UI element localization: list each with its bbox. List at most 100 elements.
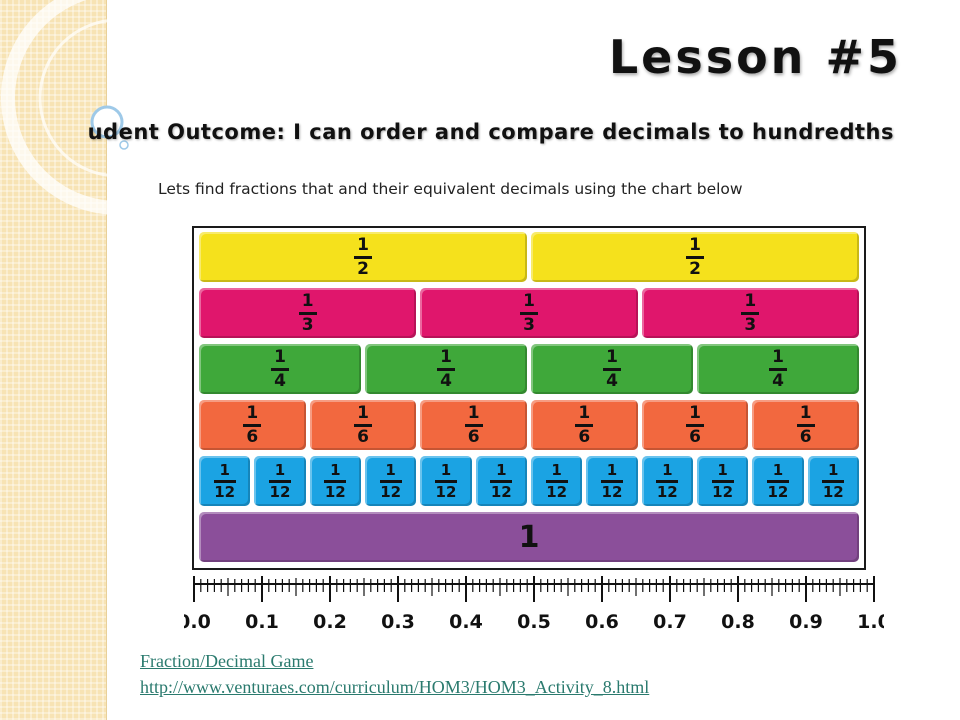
whole-label: 1 xyxy=(518,519,540,555)
ruler-tick-label: 0.5 xyxy=(517,611,551,633)
fraction-bar-line xyxy=(545,479,568,483)
fraction-piece: 1 12 xyxy=(420,456,472,506)
fraction-numerator: 1 xyxy=(717,460,728,479)
fraction-numerator: 1 xyxy=(689,402,701,423)
fraction-decimal-game-link[interactable]: Fraction/Decimal Game xyxy=(140,651,314,671)
fraction-denominator: 12 xyxy=(601,482,623,501)
fraction-denominator: 6 xyxy=(467,426,480,447)
fraction-label: 1 12 xyxy=(766,462,789,500)
fraction-denominator: 12 xyxy=(435,482,457,501)
student-outcome-heading: udent Outcome: I can order and compare d… xyxy=(87,120,894,144)
fraction-bar-line xyxy=(741,311,760,315)
fraction-bar-line xyxy=(519,311,538,315)
ruler-tick-label: 0.2 xyxy=(313,611,347,633)
ruler-tick-label: 0.3 xyxy=(381,611,415,633)
ruler-tick-label: 0.6 xyxy=(585,611,619,633)
fraction-denominator: 12 xyxy=(490,482,512,501)
fraction-label: 1 12 xyxy=(822,460,845,501)
links-block: Fraction/Decimal Game http://www.ventura… xyxy=(140,648,649,700)
fraction-bar-line xyxy=(766,479,789,483)
fraction-denominator: 12 xyxy=(214,482,236,501)
fraction-piece: 1 12 xyxy=(254,456,306,506)
fraction-bar-line xyxy=(243,423,262,427)
fraction-bar-line xyxy=(437,367,455,371)
fraction-label: 1 12 xyxy=(324,462,347,500)
fraction-denominator: 2 xyxy=(689,258,701,279)
fraction-bar-line xyxy=(354,423,372,427)
fraction-piece: 1 12 xyxy=(309,456,361,506)
fraction-bar-line xyxy=(769,367,787,371)
fraction-label: 1 12 xyxy=(656,462,679,500)
fraction-label: 1 12 xyxy=(545,460,568,501)
fraction-denominator: 12 xyxy=(546,482,568,501)
fraction-numerator: 1 xyxy=(799,402,812,423)
fraction-row-12ths: 1 12 1 12 1 12 1 12 1 12 1 12 1 12 1 12 1 12 1 12 1 12 1 12 xyxy=(197,456,861,506)
fraction-bar-chart: 1 2 1 2 1 3 1 3 1 3 1 4 1 4 1 4 1 4 1 6 1 6 1 6 1 6 1 6 1 6 1 12 1 12 1 12 1… xyxy=(192,226,866,570)
fraction-bar-line xyxy=(464,423,483,427)
fraction-piece: 1 12 xyxy=(752,456,804,506)
fraction-denominator: 12 xyxy=(712,482,734,501)
fraction-piece: 1 12 xyxy=(696,456,749,506)
fraction-denominator: 12 xyxy=(822,482,844,501)
fraction-numerator: 1 xyxy=(357,234,369,255)
fraction-numerator: 1 xyxy=(440,346,452,367)
fraction-bar-line xyxy=(379,479,402,483)
fraction-denominator: 6 xyxy=(357,426,369,447)
fraction-piece: 1 12 xyxy=(586,456,638,506)
fraction-bar-line xyxy=(324,479,347,483)
fraction-bar-line xyxy=(213,479,236,483)
ruler-tick-label: 0.4 xyxy=(449,611,483,633)
fraction-piece: 1 12 xyxy=(475,456,527,506)
fraction-bar-line xyxy=(271,367,289,371)
activity-url-link[interactable]: http://www.venturaes.com/curriculum/HOM3… xyxy=(140,677,650,697)
fraction-numerator: 1 xyxy=(385,460,396,479)
fraction-denominator: 12 xyxy=(380,482,402,501)
fraction-numerator: 1 xyxy=(689,234,701,255)
side-decoration-stripe xyxy=(0,0,107,720)
fraction-numerator: 1 xyxy=(578,402,591,423)
fraction-bar-line xyxy=(268,479,291,483)
fraction-numerator: 1 xyxy=(274,346,286,367)
ruler-tick-label: 0.0 xyxy=(184,611,211,633)
fraction-label: 1 12 xyxy=(268,462,291,500)
fraction-numerator: 1 xyxy=(606,460,618,479)
fraction-numerator: 1 xyxy=(467,402,480,423)
fraction-bar-line xyxy=(603,367,621,371)
fraction-numerator: 1 xyxy=(772,346,784,367)
fraction-bar-line xyxy=(490,479,513,483)
fraction-piece: 1 12 xyxy=(530,456,583,506)
fraction-bar-line xyxy=(600,479,623,483)
ruler-tick-label: 0.8 xyxy=(721,611,755,633)
fraction-denominator: 3 xyxy=(744,314,757,335)
fraction-label: 1 12 xyxy=(600,460,623,501)
fraction-numerator: 1 xyxy=(828,460,839,479)
fraction-numerator: 1 xyxy=(219,460,230,479)
fraction-numerator: 1 xyxy=(551,460,562,479)
ruler-tick-label: 0.1 xyxy=(245,611,279,633)
fraction-denominator: 2 xyxy=(357,258,369,279)
fraction-denominator: 3 xyxy=(523,314,535,335)
fraction-denominator: 3 xyxy=(301,314,314,335)
